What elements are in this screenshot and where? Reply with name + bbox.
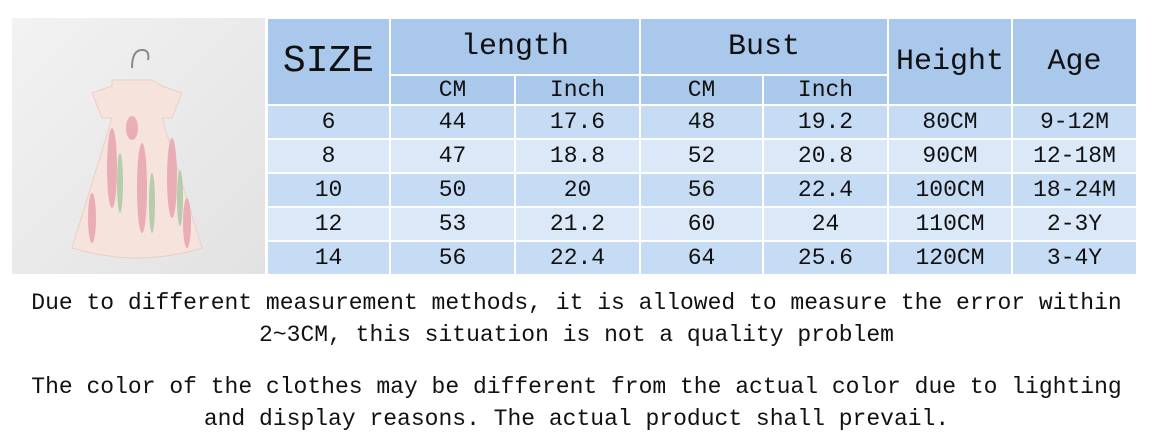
table-cell: 19.2	[763, 105, 888, 139]
table-cell: 100CM	[888, 173, 1012, 207]
table-cell: 48	[640, 105, 763, 139]
product-photo	[12, 18, 265, 274]
table-cell: length	[390, 18, 640, 75]
table-cell: SIZE	[267, 18, 390, 105]
table-cell: 64	[640, 241, 763, 275]
table-cell: 120CM	[888, 241, 1012, 275]
table-cell: 21.2	[515, 207, 640, 241]
table-cell: Height	[888, 18, 1012, 105]
table-cell: 2-3Y	[1012, 207, 1137, 241]
table-cell: 18-24M	[1012, 173, 1137, 207]
table-cell: 22.4	[515, 241, 640, 275]
table-cell: 110CM	[888, 207, 1012, 241]
table-cell: 80CM	[888, 105, 1012, 139]
table-cell: Inch	[515, 75, 640, 105]
table-cell: 56	[640, 173, 763, 207]
table-cell: 20.8	[763, 139, 888, 173]
table-cell: 50	[390, 173, 515, 207]
table-cell: 24	[763, 207, 888, 241]
note: The color of the clothes may be differen…	[31, 374, 1122, 432]
table-cell: 6	[267, 105, 390, 139]
table-cell: 90CM	[888, 139, 1012, 173]
table-cell: 52	[640, 139, 763, 173]
table-cell: 53	[390, 207, 515, 241]
table-cell: 12	[267, 207, 390, 241]
table-cell: 17.6	[515, 105, 640, 139]
table-cell: 56	[390, 241, 515, 275]
table-cell: 3-4Y	[1012, 241, 1137, 275]
table-cell: CM	[640, 75, 763, 105]
table-cell: 9-12M	[1012, 105, 1137, 139]
table-cell: 14	[267, 241, 390, 275]
table-cell: 10	[267, 173, 390, 207]
table-cell: 18.8	[515, 139, 640, 173]
table-cell: 60	[640, 207, 763, 241]
table-cell: 8	[267, 139, 390, 173]
table-cell: Inch	[763, 75, 888, 105]
table-cell: 25.6	[763, 241, 888, 275]
table-cell: 20	[515, 173, 640, 207]
table-cell: 22.4	[763, 173, 888, 207]
table-cell: 44	[390, 105, 515, 139]
table-cell: Bust	[640, 18, 888, 75]
table-cell: CM	[390, 75, 515, 105]
table-cell: Age	[1012, 18, 1137, 105]
note: Due to different measurement methods, it…	[31, 290, 1122, 348]
table-cell: 12-18M	[1012, 139, 1137, 173]
table-cell: 47	[390, 139, 515, 173]
